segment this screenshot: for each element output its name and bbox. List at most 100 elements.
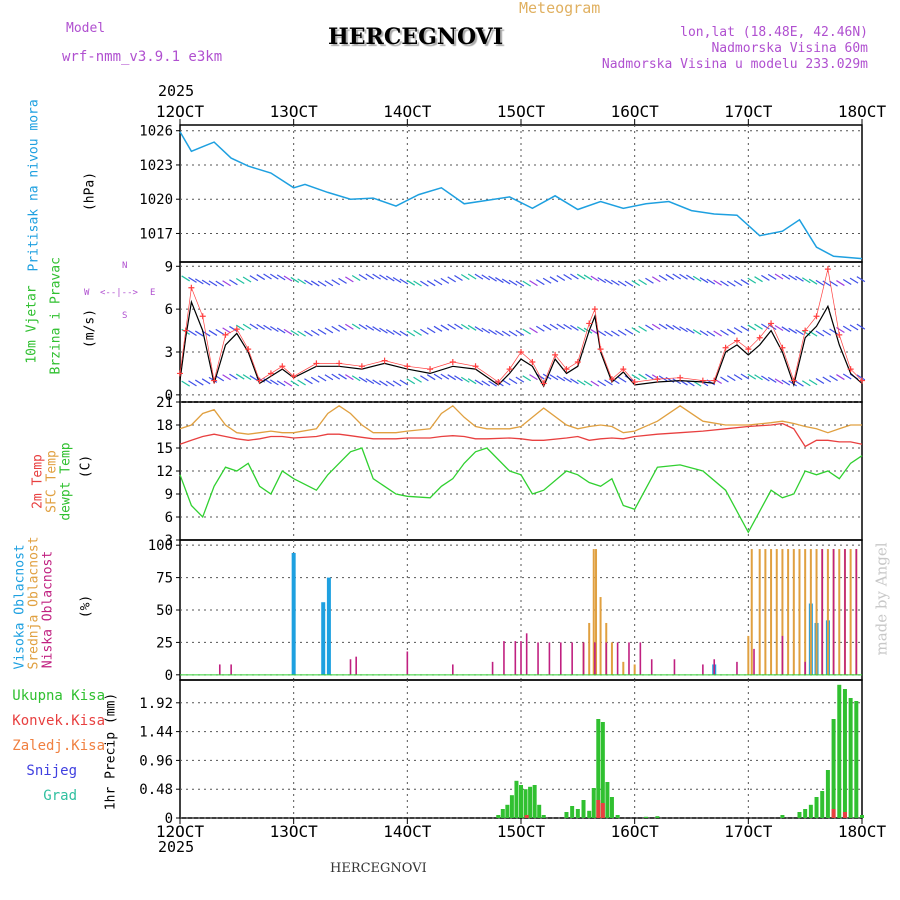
wind-barb bbox=[583, 380, 593, 387]
temp-ytick-label: 3 bbox=[165, 533, 173, 549]
wind-barb bbox=[413, 329, 422, 336]
wind-barb bbox=[358, 376, 368, 383]
precip-bar-0 bbox=[575, 809, 580, 818]
cloud-bar-1 bbox=[750, 549, 753, 675]
cloud-bar-1 bbox=[747, 635, 750, 675]
precip-bar-0 bbox=[831, 719, 836, 818]
wind-barb bbox=[242, 323, 252, 330]
wind-barb bbox=[836, 327, 845, 334]
precip-bar-0 bbox=[842, 689, 847, 818]
wind-barb bbox=[392, 330, 402, 337]
precip-bar-0 bbox=[587, 810, 592, 818]
wind-barb bbox=[767, 376, 777, 383]
wind-barb bbox=[270, 326, 279, 333]
precip-bar-0 bbox=[519, 785, 523, 818]
wind-barb bbox=[679, 326, 688, 333]
wind-barb bbox=[460, 376, 470, 383]
wind-barb bbox=[447, 276, 456, 283]
wind-barb bbox=[324, 280, 334, 287]
wind-barb bbox=[747, 324, 757, 331]
wind-barb bbox=[447, 374, 456, 381]
wind-barb bbox=[781, 326, 791, 333]
wind-barb bbox=[467, 324, 477, 331]
wind-barb bbox=[856, 276, 866, 283]
year-top: 2025 bbox=[158, 82, 195, 100]
wind-barb bbox=[440, 324, 450, 331]
cloud-bar-2 bbox=[628, 642, 630, 675]
wind-barb bbox=[501, 330, 511, 337]
wind-barb bbox=[454, 375, 463, 382]
compass-w: W bbox=[84, 288, 90, 298]
wind-barb bbox=[699, 330, 709, 337]
precip-bar-1 bbox=[831, 809, 836, 818]
precip-bar-1 bbox=[842, 812, 847, 818]
wind-barb bbox=[638, 279, 647, 286]
cloud-bar-2 bbox=[491, 661, 494, 675]
wind-barb bbox=[822, 280, 832, 287]
wind-barb bbox=[720, 280, 729, 287]
wind-barb bbox=[761, 274, 770, 281]
wind-barb bbox=[597, 380, 607, 387]
wind-barb bbox=[549, 374, 559, 381]
wind-barb bbox=[856, 374, 866, 381]
wind-barb bbox=[706, 330, 716, 337]
time-label-bottom: 17OCT bbox=[724, 822, 773, 841]
wind-barb bbox=[576, 379, 586, 386]
wind-barb bbox=[317, 375, 327, 382]
wind-barb bbox=[761, 323, 770, 330]
pressure-frame bbox=[179, 124, 863, 263]
wind-barb bbox=[433, 279, 443, 286]
wind-barb bbox=[522, 375, 532, 382]
wind-barb bbox=[611, 330, 620, 337]
wind-barb bbox=[406, 330, 416, 337]
precip-bar-0 bbox=[514, 780, 519, 818]
cloud-ytick-label: 75 bbox=[156, 571, 173, 587]
wind-barb bbox=[774, 378, 784, 385]
wind-ytick-label: 3 bbox=[165, 345, 173, 361]
wind-barb bbox=[638, 373, 647, 380]
time-label-top: 13OCT bbox=[270, 102, 319, 121]
wind-barb bbox=[426, 280, 436, 287]
coords-label: lon,lat (18.48E, 42.46N) bbox=[680, 25, 868, 40]
wind-barb bbox=[222, 280, 231, 287]
precip-bar-0 bbox=[564, 812, 569, 818]
wind-barb bbox=[624, 280, 634, 287]
wind-barb bbox=[201, 378, 211, 385]
time-label-top: 18OCT bbox=[838, 102, 887, 121]
wind-barb bbox=[331, 325, 341, 332]
wind-barb bbox=[331, 373, 341, 380]
cloud-bar-2 bbox=[736, 661, 738, 675]
wind-barb bbox=[733, 374, 743, 381]
wind-barb bbox=[686, 380, 695, 387]
wind-barb bbox=[726, 328, 736, 335]
wind-barb bbox=[795, 329, 804, 336]
model-altitude-label: Nadmorska Visina u modelu 233.029m bbox=[601, 57, 868, 72]
time-label-top: 17OCT bbox=[724, 102, 773, 121]
wind-barb bbox=[304, 378, 313, 385]
wind-barb bbox=[740, 325, 750, 332]
temp2m-line bbox=[179, 422, 863, 448]
wind-barb bbox=[597, 277, 607, 284]
wind-barb bbox=[235, 373, 245, 380]
precip-bar-0 bbox=[537, 804, 542, 818]
sfc-temp-line bbox=[179, 404, 862, 435]
wind-barb bbox=[317, 328, 327, 335]
cloud-bar-2 bbox=[605, 642, 608, 675]
precip-bar-0 bbox=[780, 815, 785, 818]
wind-barb bbox=[624, 328, 634, 335]
wind-barb bbox=[413, 280, 422, 287]
wind-barb bbox=[726, 375, 736, 382]
wind-barb bbox=[767, 273, 777, 280]
wind-barb bbox=[556, 323, 566, 330]
precip-bar-0 bbox=[581, 800, 586, 818]
cloud-ytick-label: 50 bbox=[156, 603, 173, 619]
wind-barb bbox=[481, 274, 491, 281]
wind-barb bbox=[208, 280, 218, 287]
wind-barb bbox=[283, 328, 293, 335]
wind-barb bbox=[726, 280, 736, 287]
wind-barb bbox=[720, 329, 729, 336]
wind-barb bbox=[297, 330, 306, 337]
wind-barb bbox=[324, 374, 334, 381]
wind-barb bbox=[351, 323, 361, 330]
cloud-bar-2 bbox=[821, 549, 824, 675]
